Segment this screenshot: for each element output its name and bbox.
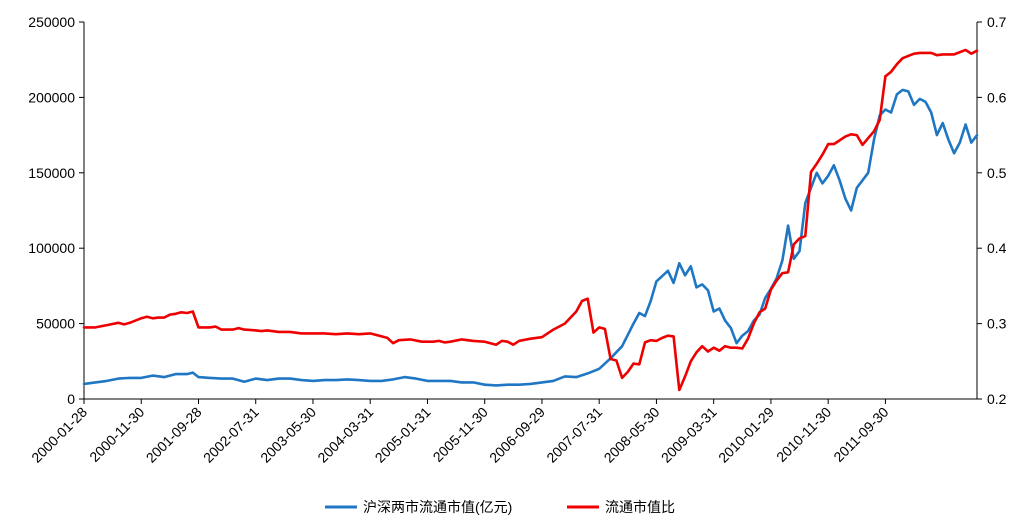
series-line-1 <box>82 88 979 387</box>
x-tick-label: 2010-11-30 <box>773 404 834 465</box>
left-y-tick-label: 150000 <box>28 165 75 181</box>
x-tick-label: 2007-07-31 <box>543 404 605 466</box>
right-y-tick-label: 0.7 <box>987 14 1007 30</box>
legend-label-2: 流通市值比 <box>605 499 675 515</box>
x-tick-label: 2005-11-30 <box>430 404 491 465</box>
right-y-tick-label: 0.5 <box>987 165 1007 181</box>
left-y-tick-label: 50000 <box>36 316 75 332</box>
x-tick-label: 2005-01-31 <box>372 404 434 466</box>
x-tick-label: 2000-01-28 <box>28 404 90 466</box>
axes: 0 50000 100000 150000 200000 250000 0.2 0.3 0.4 0… <box>28 14 1007 466</box>
legend: 沪深两市流通市值(亿元) 流通市值比 <box>325 499 675 515</box>
right-y-tick-label: 0.2 <box>987 391 1007 407</box>
x-tick-label: 2003-05-30 <box>257 404 319 466</box>
right-y-tick-label: 0.6 <box>987 89 1007 105</box>
x-tick-label: 2011-09-30 <box>830 404 891 465</box>
left-y-tick-label: 100000 <box>28 240 75 256</box>
x-tick-label: 2002-07-31 <box>200 404 262 466</box>
x-tick-label: 2000-11-30 <box>86 404 147 465</box>
series-line-2 <box>82 48 979 392</box>
left-y-tick-label: 250000 <box>28 14 75 30</box>
legend-label-1: 沪深两市流通市值(亿元) <box>363 499 512 515</box>
x-tick-label: 2010-01-29 <box>715 404 777 466</box>
left-y-tick-label: 0 <box>67 391 75 407</box>
right-y-tick-label: 0.4 <box>987 240 1007 256</box>
x-tick-label: 2004-03-31 <box>314 404 376 466</box>
x-tick-label: 2008-05-30 <box>601 404 663 466</box>
x-tick-label: 2001-09-28 <box>143 404 205 466</box>
right-y-tick-label: 0.3 <box>987 316 1007 332</box>
left-y-tick-label: 200000 <box>28 89 75 105</box>
x-tick-label: 2009-03-31 <box>658 404 720 466</box>
series-layer <box>82 48 979 392</box>
x-tick-label: 2006-09-29 <box>486 404 548 466</box>
